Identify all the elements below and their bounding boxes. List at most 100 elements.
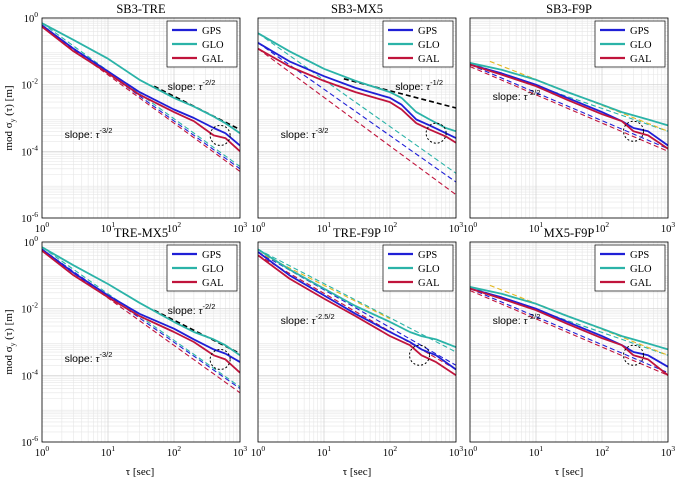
fit-line-gps bbox=[258, 251, 456, 366]
series-line-gps bbox=[42, 248, 240, 363]
x-tick-label: 101 bbox=[317, 220, 332, 235]
legend: GPS GLO GAL bbox=[382, 20, 454, 68]
x-tick-label: 101 bbox=[317, 444, 332, 459]
legend-label-gal: GAL bbox=[418, 278, 440, 289]
legend-label-glo: GLO bbox=[630, 264, 652, 275]
y-tick-label: 10-4 bbox=[21, 143, 38, 158]
fit-line-gal bbox=[470, 66, 668, 152]
y-tick-label: 10-6 bbox=[21, 210, 38, 225]
slope-annotation: slope: τ-2/2 bbox=[168, 78, 216, 93]
fit-line-glo bbox=[258, 32, 456, 174]
x-tick-label: 100 bbox=[463, 220, 478, 235]
legend-label-glo: GLO bbox=[418, 264, 440, 275]
x-tick-label: 103 bbox=[661, 220, 676, 235]
plot-area bbox=[470, 284, 668, 377]
legend-label-gps: GPS bbox=[630, 250, 649, 261]
slope-annotation: slope: τ-3/2 bbox=[281, 126, 329, 141]
axes-frame bbox=[469, 241, 669, 443]
highlight-circle bbox=[425, 122, 447, 144]
fit-line-gal bbox=[42, 26, 240, 172]
panel-title: SB3-F9P bbox=[546, 2, 592, 16]
series-line-gal bbox=[470, 287, 668, 377]
y-tick-label: 10-4 bbox=[21, 367, 38, 382]
panel-title: TRE-MX5 bbox=[114, 226, 168, 240]
legend-label-glo: GLO bbox=[202, 264, 224, 275]
legend-label-glo: GLO bbox=[630, 40, 652, 51]
legend: GPS GLO GAL bbox=[166, 244, 238, 292]
axes-frame bbox=[257, 17, 457, 219]
legend-label-gal: GAL bbox=[630, 278, 652, 289]
y-tick-label: 10-2 bbox=[21, 77, 38, 92]
y-axis-label-top: mod σy (τ) [m] bbox=[3, 85, 17, 150]
x-tick-label: 103 bbox=[233, 444, 248, 459]
highlight-circle bbox=[409, 344, 431, 366]
y-tick-label: 10-6 bbox=[21, 434, 38, 449]
panel-mx5-f9p: slope: τ-2/2 MX5-F9P 100 101 102 103 GPS GLO GAL bbox=[463, 226, 676, 459]
series-line-glo bbox=[258, 248, 456, 349]
slope-annotation: slope: τ-1/2 bbox=[395, 78, 443, 93]
y-axis-label-bottom: mod σy (τ) [m] bbox=[3, 309, 17, 374]
series-line-gps bbox=[258, 251, 456, 371]
axes-frame bbox=[41, 17, 241, 219]
x-tick-label: 101 bbox=[101, 220, 116, 235]
slope-annotation: slope: τ-3/2 bbox=[65, 126, 113, 141]
fit-line-gal bbox=[258, 254, 456, 370]
axes-frame bbox=[257, 241, 457, 443]
slope-annotation: slope: τ-2.5/2 bbox=[281, 312, 335, 327]
plot-area bbox=[42, 22, 240, 172]
x-tick-label: 103 bbox=[449, 220, 464, 235]
highlight-circle bbox=[209, 348, 231, 370]
series-line-glo bbox=[470, 286, 668, 351]
legend-label-gps: GPS bbox=[418, 250, 437, 261]
highlight-circle bbox=[622, 120, 644, 142]
x-tick-label: 103 bbox=[233, 220, 248, 235]
legend-label-gps: GPS bbox=[202, 26, 221, 37]
x-axis-label-middle: τ [sec] bbox=[343, 466, 372, 478]
fit-line-gal bbox=[470, 290, 668, 376]
panel-sb3-mx5: slope: τ-1/2 slope: τ-3/2 SB3-MX5 100 101 102… bbox=[251, 2, 464, 235]
legend: GPS GLO GAL bbox=[594, 244, 666, 292]
plot-area bbox=[42, 246, 240, 394]
axes-frame bbox=[469, 17, 669, 219]
axes-frame bbox=[41, 241, 241, 443]
x-tick-label: 102 bbox=[383, 444, 398, 459]
legend-label-gps: GPS bbox=[418, 26, 437, 37]
slope-annotation: slope: τ-2/2 bbox=[493, 312, 541, 327]
series-line-gal bbox=[258, 254, 456, 377]
x-tick-label: 100 bbox=[35, 220, 50, 235]
series-line-gal bbox=[258, 47, 456, 144]
series-line-glo bbox=[42, 22, 240, 134]
highlight-circle bbox=[209, 124, 231, 146]
fit-line-gps bbox=[258, 42, 456, 183]
fit-line-gps bbox=[42, 248, 240, 390]
y-tick-label: 10-2 bbox=[21, 301, 38, 316]
x-tick-label: 101 bbox=[529, 444, 544, 459]
plot-area bbox=[258, 248, 456, 377]
x-tick-label: 103 bbox=[449, 444, 464, 459]
fit-line-gal bbox=[258, 48, 456, 196]
fit-line-gps bbox=[470, 64, 668, 150]
legend-label-glo: GLO bbox=[418, 40, 440, 51]
legend: GPS GLO GAL bbox=[382, 244, 454, 292]
grid bbox=[41, 17, 241, 219]
series-line-gal bbox=[42, 25, 240, 152]
series-line-gps bbox=[42, 24, 240, 147]
legend-label-gps: GPS bbox=[202, 250, 221, 261]
slope-annotation: slope: τ-3/2 bbox=[65, 350, 113, 365]
x-tick-label: 102 bbox=[595, 220, 610, 235]
legend-label-gal: GAL bbox=[418, 54, 440, 65]
x-tick-label: 103 bbox=[661, 444, 676, 459]
highlight-circle bbox=[622, 344, 644, 366]
x-tick-label: 100 bbox=[463, 444, 478, 459]
x-tick-label: 100 bbox=[251, 220, 266, 235]
series-line-glo bbox=[470, 62, 668, 127]
x-axis-label-right: τ [sec] bbox=[555, 466, 584, 478]
legend-label-glo: GLO bbox=[202, 40, 224, 51]
series-line-glo bbox=[42, 246, 240, 357]
x-tick-label: 102 bbox=[167, 220, 182, 235]
x-axis-label-left: τ [sec] bbox=[126, 466, 155, 478]
x-tick-label: 101 bbox=[101, 444, 116, 459]
panel-title: MX5-F9P bbox=[544, 226, 595, 240]
legend-label-gal: GAL bbox=[202, 278, 224, 289]
plot-area bbox=[258, 32, 456, 196]
